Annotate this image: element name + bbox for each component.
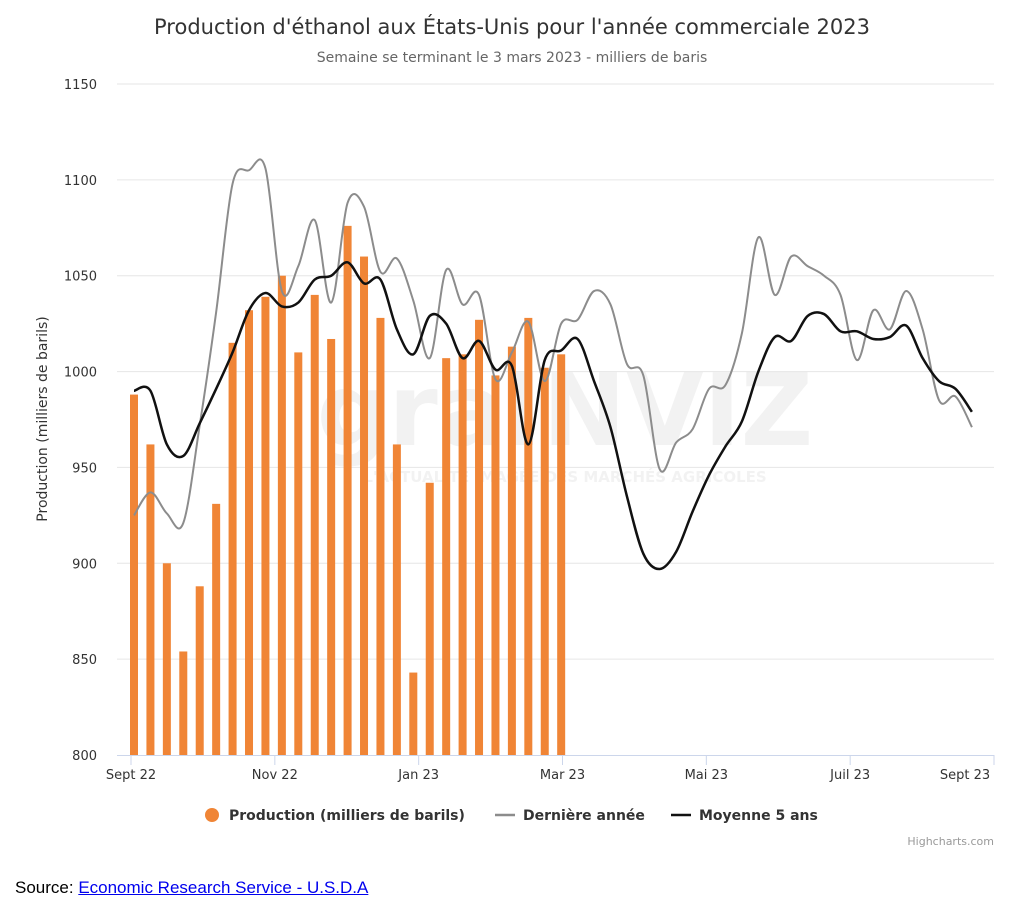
chart-subtitle: Semaine se terminant le 3 mars 2023 - mi…: [317, 50, 708, 66]
y-tick-label: 800: [72, 749, 97, 764]
five-year-average-line: [133, 261, 973, 571]
y-axis-ticks: 800 850 900 950 1000 1050 1100 1150: [64, 78, 97, 764]
production-bars: [130, 225, 566, 755]
production-bar: [277, 275, 286, 755]
production-bar: [179, 651, 188, 755]
production-bar: [212, 503, 221, 755]
production-bar: [343, 225, 352, 755]
credits[interactable]: Highcharts.com: [907, 835, 994, 848]
production-bar: [245, 310, 254, 755]
legend-item-5yr-avg[interactable]: Moyenne 5 ans: [671, 808, 818, 824]
ethanol-production-chart: Production d'éthanol aux États-Unis pour…: [35, 14, 995, 848]
production-bar: [360, 256, 369, 755]
production-bar: [310, 294, 319, 755]
production-bar: [507, 346, 516, 755]
x-tick-label: Mai 23: [685, 768, 728, 783]
production-bar: [130, 394, 138, 755]
source-link[interactable]: Economic Research Service - U.S.D.A: [78, 878, 369, 897]
series-lines: [133, 158, 973, 571]
production-bar: [294, 352, 303, 755]
y-tick-label: 1050: [64, 270, 97, 285]
x-tick-label: Sept 22: [106, 768, 156, 783]
production-bar: [228, 342, 237, 755]
production-bar: [491, 375, 500, 755]
production-bar: [327, 338, 336, 755]
production-bar: [425, 482, 434, 755]
last-year-line: [133, 158, 973, 530]
legend-item-production[interactable]: Production (milliers de barils): [205, 808, 465, 824]
x-axis: Sept 22 Nov 22 Jan 23 Mar 23 Mai 23 Juil 23 Se…: [106, 755, 995, 783]
x-tick-label: Sept 23: [940, 768, 990, 783]
production-bar: [540, 367, 549, 755]
production-bar: [475, 319, 484, 755]
production-bar: [409, 672, 418, 755]
y-tick-label: 1000: [64, 366, 97, 381]
legend-label-5yr-avg: Moyenne 5 ans: [699, 808, 818, 824]
production-bar: [524, 317, 533, 755]
production-bar: [392, 444, 401, 755]
y-tick-label: 1100: [64, 174, 97, 189]
legend-label-last-year: Dernière année: [523, 808, 645, 824]
legend: Production (milliers de barils) Dernière…: [205, 808, 818, 824]
production-bar: [261, 296, 270, 755]
production-bar: [376, 317, 385, 755]
production-bar: [557, 354, 566, 755]
production-bar: [162, 563, 171, 755]
source-line: Source: Economic Research Service - U.S.…: [15, 878, 368, 898]
source-label: Source:: [15, 878, 79, 897]
production-bar: [442, 358, 451, 755]
production-bar: [146, 444, 155, 755]
grid-lines: [117, 83, 994, 660]
legend-item-last-year[interactable]: Dernière année: [495, 808, 645, 824]
production-bar: [458, 354, 467, 755]
y-tick-label: 950: [72, 461, 97, 476]
y-axis-label: Production (milliers de barils): [35, 316, 51, 521]
y-tick-label: 850: [72, 653, 97, 668]
x-tick-label: Nov 22: [252, 768, 298, 783]
x-tick-label: Mar 23: [540, 768, 585, 783]
x-tick-label: Jan 23: [397, 768, 439, 783]
legend-label-production: Production (milliers de barils): [229, 808, 465, 824]
y-tick-label: 1150: [64, 78, 97, 93]
production-bar: [195, 586, 204, 755]
chart-title: Production d'éthanol aux États-Unis pour…: [154, 14, 870, 39]
legend-marker-production: [205, 808, 219, 822]
y-tick-label: 900: [72, 557, 97, 572]
x-tick-label: Juil 23: [829, 768, 870, 783]
